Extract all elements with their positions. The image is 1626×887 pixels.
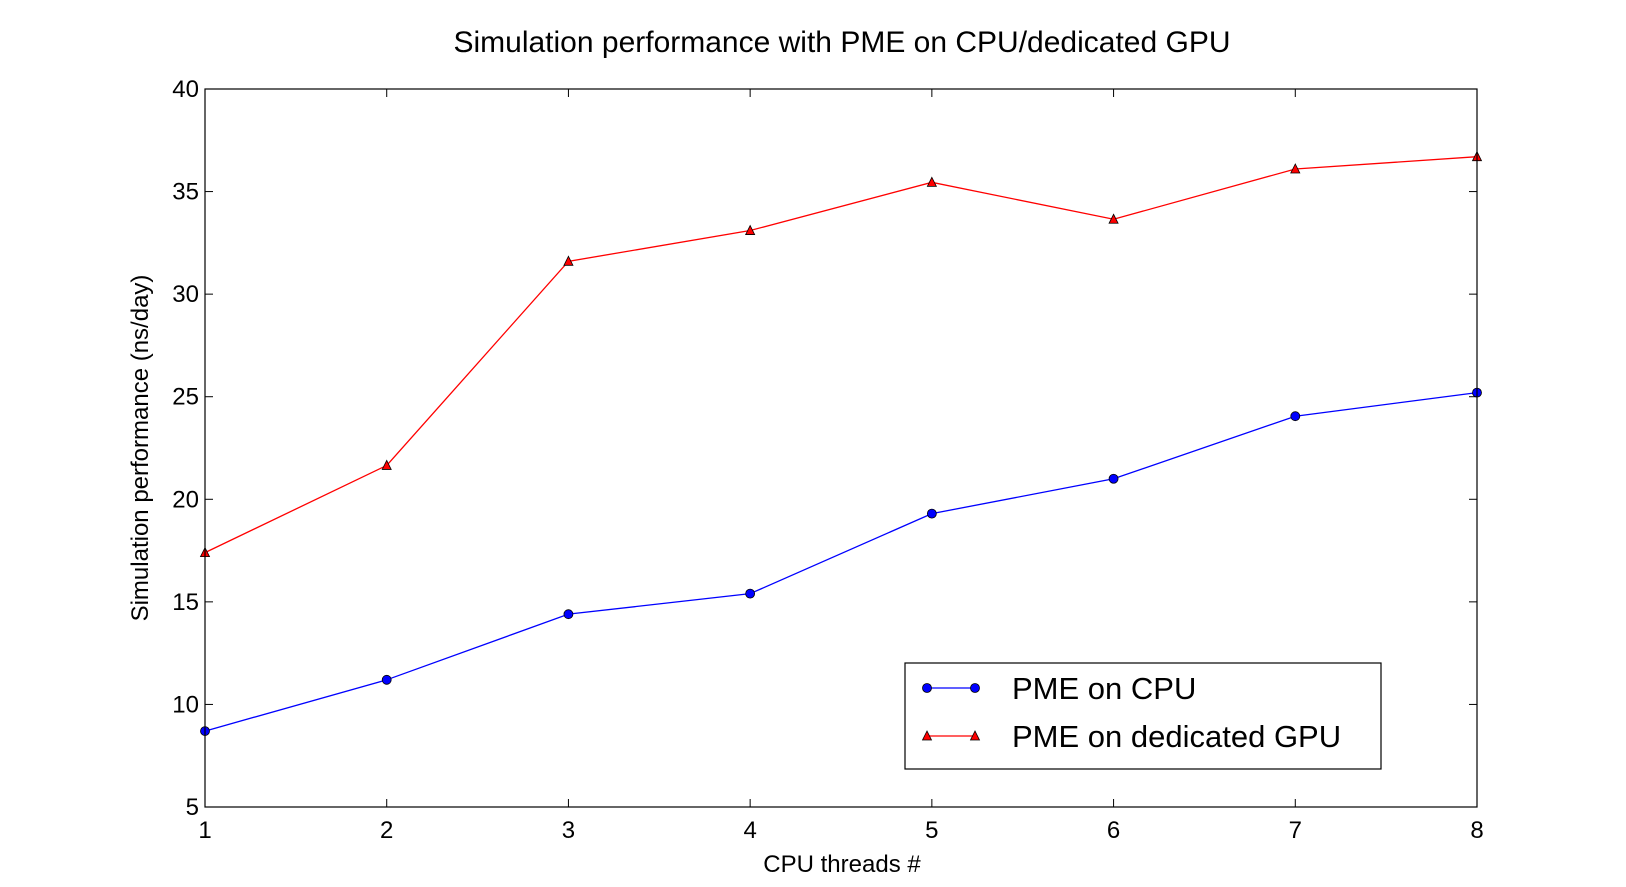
legend-marker-gpu [921,730,933,741]
legend-label-cpu: PME on CPU [1012,671,1196,706]
y-tick-label: 40 [172,76,199,103]
data-point-cpu [1290,411,1301,422]
x-axis-label: CPU threads # [763,851,921,878]
data-point-cpu [563,609,574,620]
x-tick-label: 6 [1107,817,1120,844]
data-point-cpu [381,674,392,685]
x-tick-label: 7 [1289,817,1302,844]
axes-frame [204,88,1478,808]
data-point-cpu [1108,473,1119,484]
legend-marker-cpu [970,683,980,693]
y-tick-label: 5 [186,794,199,821]
x-tick-label: 1 [198,817,211,844]
y-tick-label: 10 [172,691,199,718]
y-tick-label: 25 [172,384,199,411]
x-axis: 1 2 3 4 5 6 7 8 [198,89,1484,844]
plot-area [199,150,1483,736]
series-line-cpu [204,391,1478,732]
legend-box [904,662,1382,770]
legend-marker-gpu [969,730,981,741]
legend: PME on CPU PME on dedicated GPU [904,662,1382,770]
legend-label-gpu: PME on dedicated GPU [1012,719,1341,754]
y-axis: 5 10 15 20 25 30 35 40 [172,76,1477,821]
chart-title: Simulation performance with PME on CPU/d… [453,26,1230,59]
x-tick-label: 8 [1470,817,1483,844]
legend-marker-cpu [922,683,932,693]
y-tick-label: 20 [172,486,199,513]
data-point-gpu [744,224,756,235]
data-point-gpu [381,459,392,470]
y-tick-label: 15 [172,589,199,616]
data-point-gpu [1108,213,1119,224]
y-tick-label: 35 [172,179,199,206]
data-point-cpu [745,588,756,599]
data-point-gpu [926,176,938,187]
y-axis-label: Simulation performance (ns/day) [127,275,154,622]
data-point-gpu [563,255,574,266]
x-tick-label: 4 [743,817,756,844]
data-point-cpu [926,508,937,519]
data-point-gpu [1290,163,1301,174]
series-line-gpu [204,156,1478,554]
x-tick-label: 2 [380,817,393,844]
y-tick-label: 30 [172,281,199,308]
x-tick-label: 5 [925,817,938,844]
x-tick-label: 3 [562,817,575,844]
